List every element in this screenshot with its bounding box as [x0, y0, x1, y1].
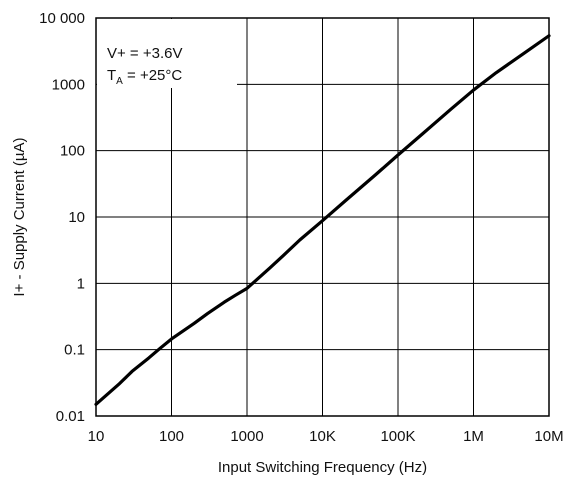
y-tick-label: 0.01: [56, 408, 85, 425]
x-tick-label: 1M: [463, 428, 484, 445]
x-tick-label: 10M: [534, 428, 563, 445]
y-tick-labels: 0.01 0.1 1 10 100 1000 10 000: [39, 10, 85, 425]
annotation: V+ = +3.6V TA = +25°C: [107, 45, 182, 87]
x-tick-labels: 10 100 1000 10K 100K 1M 10M: [88, 428, 564, 445]
y-axis-label: I+ - Supply Current (µA): [11, 137, 28, 296]
supply-current-curve: [94, 34, 551, 406]
x-tick-label: 100K: [380, 428, 415, 445]
x-tick-label: 10: [88, 428, 105, 445]
y-tick-label: 100: [60, 143, 85, 160]
annotation-temp-symbol: T: [107, 67, 116, 84]
y-tick-label: 10 000: [39, 10, 85, 27]
x-tick-label: 10K: [309, 428, 336, 445]
plot-frame: [95, 17, 550, 417]
x-axis-label: Input Switching Frequency (Hz): [218, 459, 427, 476]
annotation-background: [97, 19, 237, 88]
y-tick-label: 1: [77, 275, 85, 292]
annotation-temp-subscript: A: [116, 76, 123, 87]
x-tick-label: 100: [159, 428, 184, 445]
y-tick-label: 10: [68, 209, 85, 226]
annotation-temperature: TA = +25°C: [107, 67, 182, 87]
y-tick-label: 0.1: [64, 342, 85, 359]
x-tick-label: 1000: [230, 428, 263, 445]
grid-lines: [96, 18, 549, 416]
annotation-supply-voltage: V+ = +3.6V: [107, 45, 182, 62]
y-tick-label: 1000: [52, 76, 85, 93]
annotation-temp-value: = +25°C: [123, 67, 183, 84]
